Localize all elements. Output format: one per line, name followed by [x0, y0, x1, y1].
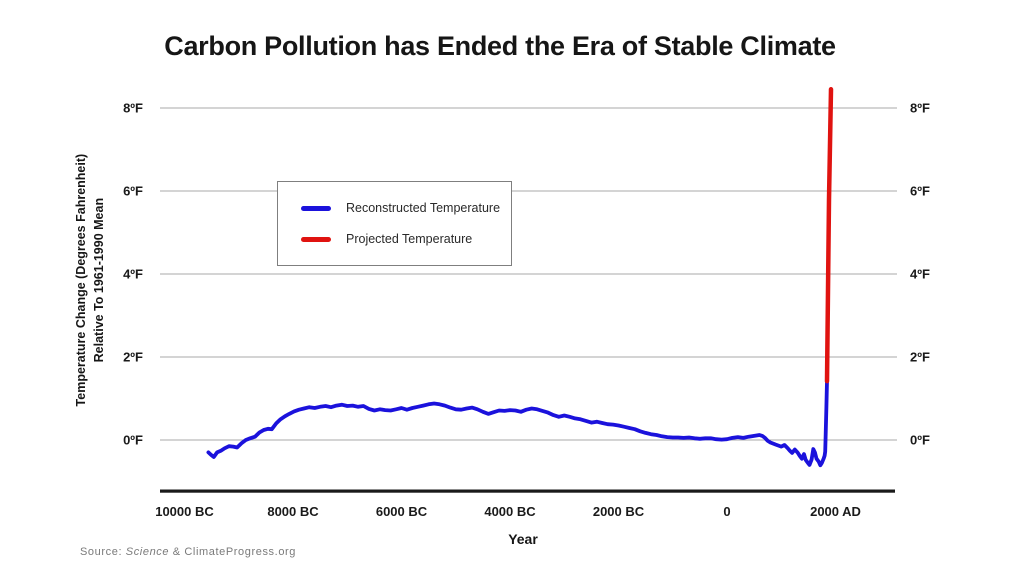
x-tick-10000-bc: 10000 BC: [155, 504, 214, 519]
x-axis-line: [160, 489, 895, 493]
y-tick-left-4f: 4ºF: [123, 266, 143, 282]
source-rest: & ClimateProgress.org: [169, 546, 297, 558]
legend-label-projected: Projected Temperature: [346, 232, 473, 246]
gridlines: [160, 107, 897, 441]
chart-title: Carbon Pollution has Ended the Era of St…: [164, 31, 836, 61]
x-tick-0: 0: [723, 504, 731, 519]
y-tick-left-8f: 8ºF: [123, 100, 143, 116]
x-tick-2000-ad: 2000 AD: [810, 504, 861, 519]
y-tick-right-2f: 2ºF: [910, 349, 930, 365]
y-tick-right-0f: 0ºF: [910, 432, 930, 448]
x-tick-2000-bc: 2000 BC: [592, 504, 645, 519]
legend-item-projected: Projected Temperature: [301, 232, 511, 246]
source-journal: Science: [125, 546, 170, 558]
legend-label-reconstructed: Reconstructed Temperature: [346, 201, 501, 215]
legend-item-reconstructed: Reconstructed Temperature: [301, 201, 511, 215]
x-tick-6000-bc: 6000 BC: [375, 504, 428, 519]
x-tick-8000-bc: 8000 BC: [267, 504, 319, 519]
y-tick-left-2f: 2ºF: [123, 349, 143, 365]
x-tick-4000-bc: 4000 BC: [484, 504, 536, 519]
y-tick-right-4f: 4ºF: [910, 266, 930, 282]
reconstructed-line-swatch: [301, 205, 331, 211]
y-tick-right-6f: 6ºF: [910, 183, 930, 199]
legend-box: Reconstructed Temperature Projected Temp…: [277, 181, 512, 266]
y-tick-left-0f: 0ºF: [123, 432, 143, 448]
data-series: [206, 87, 834, 468]
x-axis-title: Year: [508, 531, 538, 547]
series-line-1: [824, 87, 834, 384]
y-tick-left-6f: 6ºF: [123, 183, 143, 199]
series-line-0: [206, 379, 829, 468]
projected-line-swatch: [301, 236, 331, 242]
source-prefix: Source:: [80, 546, 126, 558]
y-tick-right-8f: 8ºF: [910, 100, 930, 116]
source-credit: Source: Science & ClimateProgress.org: [80, 546, 296, 558]
